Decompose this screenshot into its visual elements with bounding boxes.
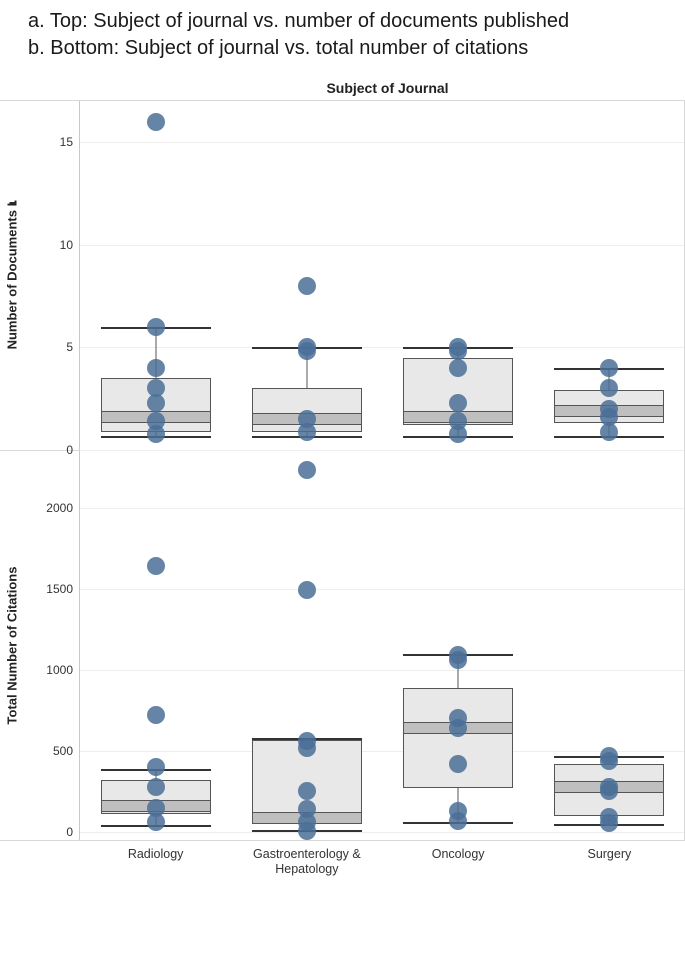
box <box>403 688 513 788</box>
data-point <box>298 822 316 840</box>
categories-row <box>80 101 684 450</box>
category-column <box>382 451 533 840</box>
sort-icon: Iı. <box>5 202 20 207</box>
y-axis-label: Number of Documents Iı. <box>0 101 24 450</box>
data-point <box>600 423 618 441</box>
category-column <box>533 451 684 840</box>
y-tick-label: 0 <box>66 825 73 839</box>
data-point <box>449 812 467 830</box>
data-point <box>449 342 467 360</box>
category-column <box>231 451 382 840</box>
data-point <box>298 461 316 479</box>
data-point <box>449 719 467 737</box>
data-point <box>600 814 618 832</box>
category-column <box>382 101 533 450</box>
x-tick-label: Surgery <box>534 847 685 877</box>
data-point <box>298 782 316 800</box>
data-point <box>147 318 165 336</box>
data-point <box>449 755 467 773</box>
data-point <box>298 739 316 757</box>
x-axis: RadiologyGastroenterology &HepatologyOnc… <box>0 841 685 889</box>
category-column <box>231 101 382 450</box>
data-point <box>147 394 165 412</box>
y-tick-label: 5 <box>66 340 73 354</box>
y-tick-label: 1000 <box>46 663 73 677</box>
category-column <box>80 451 231 840</box>
y-tick-label: 500 <box>53 744 73 758</box>
data-point <box>298 277 316 295</box>
y-axis: 051015 <box>24 101 80 450</box>
panel-bottom: Total Number of Citations 0 500 1000 1500 200… <box>0 451 685 841</box>
x-tick-label: Gastroenterology &Hepatology <box>231 847 382 877</box>
data-point <box>147 359 165 377</box>
category-column <box>533 101 684 450</box>
data-point <box>449 359 467 377</box>
y-axis-label: Total Number of Citations <box>0 451 24 840</box>
y-axis: 0 500 1000 1500 2000 <box>24 451 80 840</box>
data-point <box>147 778 165 796</box>
x-tick-label: Radiology <box>80 847 231 877</box>
data-point <box>298 423 316 441</box>
data-point <box>298 581 316 599</box>
data-point <box>147 706 165 724</box>
data-point <box>449 425 467 443</box>
data-point <box>147 813 165 831</box>
caption-line-a: a. Top: Subject of journal vs. number of… <box>14 8 671 35</box>
y-tick-label: 1500 <box>46 582 73 596</box>
data-point <box>147 557 165 575</box>
data-point <box>298 342 316 360</box>
x-tick-label: Oncology <box>383 847 534 877</box>
data-point <box>600 379 618 397</box>
columns-title: Subject of Journal <box>0 76 685 101</box>
data-point <box>449 394 467 412</box>
data-point <box>600 782 618 800</box>
data-point <box>147 758 165 776</box>
data-point <box>600 752 618 770</box>
plot-area <box>80 101 685 450</box>
data-point <box>147 425 165 443</box>
caption-line-b: b. Bottom: Subject of journal vs. total … <box>14 35 671 62</box>
figure-caption: a. Top: Subject of journal vs. number of… <box>0 0 685 76</box>
panel-top: Number of Documents Iı.051015 <box>0 101 685 451</box>
y-tick-label: 15 <box>60 135 73 149</box>
categories-row <box>80 451 684 840</box>
category-column <box>80 101 231 450</box>
y-tick-label: 2000 <box>46 501 73 515</box>
y-tick-label: 10 <box>60 238 73 252</box>
plot-area <box>80 451 685 840</box>
chart-container: Subject of Journal Number of Documents I… <box>0 76 685 889</box>
data-point <box>600 359 618 377</box>
data-point <box>449 651 467 669</box>
data-point <box>147 113 165 131</box>
